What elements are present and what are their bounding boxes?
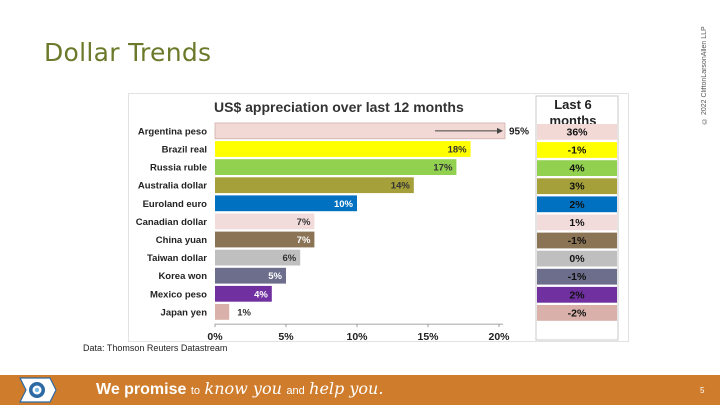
chart-source: Data: Thomson Reuters Datastream bbox=[83, 343, 228, 353]
side-panel-cell bbox=[537, 286, 617, 303]
cla-logo-icon bbox=[19, 377, 57, 403]
copyright-notice: © 2022 CliftonLarsonAllen LLP bbox=[701, 26, 708, 124]
bar bbox=[215, 285, 272, 302]
tagline-know: know you bbox=[204, 379, 282, 398]
category-label: Euroland euro bbox=[143, 199, 208, 210]
data-label: 14% bbox=[391, 181, 411, 192]
x-axis-tick-label: 0% bbox=[207, 331, 223, 341]
side-panel-cell bbox=[537, 124, 617, 140]
chart-panel: US$ appreciation over last 12 months Las… bbox=[128, 93, 629, 342]
tagline-promise: We promise bbox=[96, 381, 187, 398]
side-panel-cell bbox=[537, 214, 617, 231]
data-label: 1% bbox=[237, 307, 251, 318]
bar bbox=[215, 304, 230, 320]
side-panel-value: -1% bbox=[568, 235, 587, 247]
bar bbox=[215, 141, 471, 157]
data-label: 18% bbox=[448, 145, 468, 156]
category-label: Mexico peso bbox=[150, 289, 207, 300]
side-panel-cell bbox=[537, 268, 617, 285]
tagline-and: and bbox=[286, 385, 305, 397]
data-label: 95% bbox=[509, 126, 529, 137]
side-panel-title-line1: Last 6 bbox=[554, 97, 592, 112]
tagline-help: help you. bbox=[309, 379, 384, 398]
category-label: Korea won bbox=[158, 271, 207, 282]
category-label: Taiwan dollar bbox=[147, 253, 207, 264]
side-panel-value: 36% bbox=[566, 126, 588, 138]
category-label: Argentina peso bbox=[138, 126, 207, 137]
data-label: 7% bbox=[297, 217, 311, 228]
page-number: 5 bbox=[700, 386, 705, 395]
category-label: Russia ruble bbox=[150, 163, 207, 174]
data-label: 6% bbox=[282, 253, 296, 264]
x-axis-tick-label: 5% bbox=[278, 331, 294, 341]
side-panel-value: -1% bbox=[568, 145, 587, 157]
side-panel-value: 3% bbox=[569, 181, 585, 193]
side-panel-cell bbox=[537, 232, 617, 249]
data-label: 5% bbox=[268, 271, 282, 282]
category-label: Australia dollar bbox=[138, 181, 207, 192]
x-axis-tick-label: 15% bbox=[417, 331, 439, 341]
side-panel-cell bbox=[537, 196, 617, 213]
tagline: We promise to know you and help you. bbox=[96, 379, 383, 399]
bar bbox=[215, 249, 301, 266]
side-panel-value: 0% bbox=[569, 253, 585, 265]
side-panel-value: 1% bbox=[569, 217, 585, 229]
bar bbox=[215, 177, 414, 194]
data-label: 7% bbox=[297, 235, 311, 246]
category-label: Brazil real bbox=[162, 145, 207, 156]
chart-title: US$ appreciation over last 12 months bbox=[214, 99, 464, 115]
bar bbox=[215, 213, 315, 230]
truncation-arrowhead bbox=[497, 127, 503, 134]
data-label: 17% bbox=[433, 163, 453, 174]
side-panel-value: -2% bbox=[568, 307, 587, 319]
tagline-to: to bbox=[190, 385, 201, 397]
category-label: Japan yen bbox=[161, 307, 208, 318]
bar bbox=[214, 122, 506, 140]
bar bbox=[215, 159, 457, 175]
data-label: 10% bbox=[334, 199, 354, 210]
page-title: Dollar Trends bbox=[44, 38, 212, 67]
side-panel-value: -1% bbox=[568, 271, 587, 283]
bar-chart: US$ appreciation over last 12 months Las… bbox=[136, 95, 619, 341]
side-panel-cell bbox=[537, 305, 617, 321]
side-panel-cell bbox=[537, 250, 617, 267]
footer-bar bbox=[0, 375, 720, 405]
side-panel-cell bbox=[537, 160, 617, 176]
category-label: Canadian dollar bbox=[136, 217, 208, 228]
side-panel-value: 2% bbox=[569, 289, 585, 301]
bar bbox=[215, 231, 315, 248]
side-panel-value: 4% bbox=[569, 163, 585, 175]
x-axis-tick-label: 10% bbox=[346, 331, 368, 341]
bar bbox=[215, 195, 357, 212]
category-label: China yuan bbox=[156, 235, 207, 246]
side-panel-value: 2% bbox=[569, 199, 585, 211]
x-axis-tick-label: 20% bbox=[488, 331, 510, 341]
bar bbox=[215, 267, 286, 284]
side-panel-cell bbox=[537, 142, 617, 158]
data-label: 4% bbox=[254, 289, 268, 300]
side-panel-cell bbox=[537, 178, 617, 195]
